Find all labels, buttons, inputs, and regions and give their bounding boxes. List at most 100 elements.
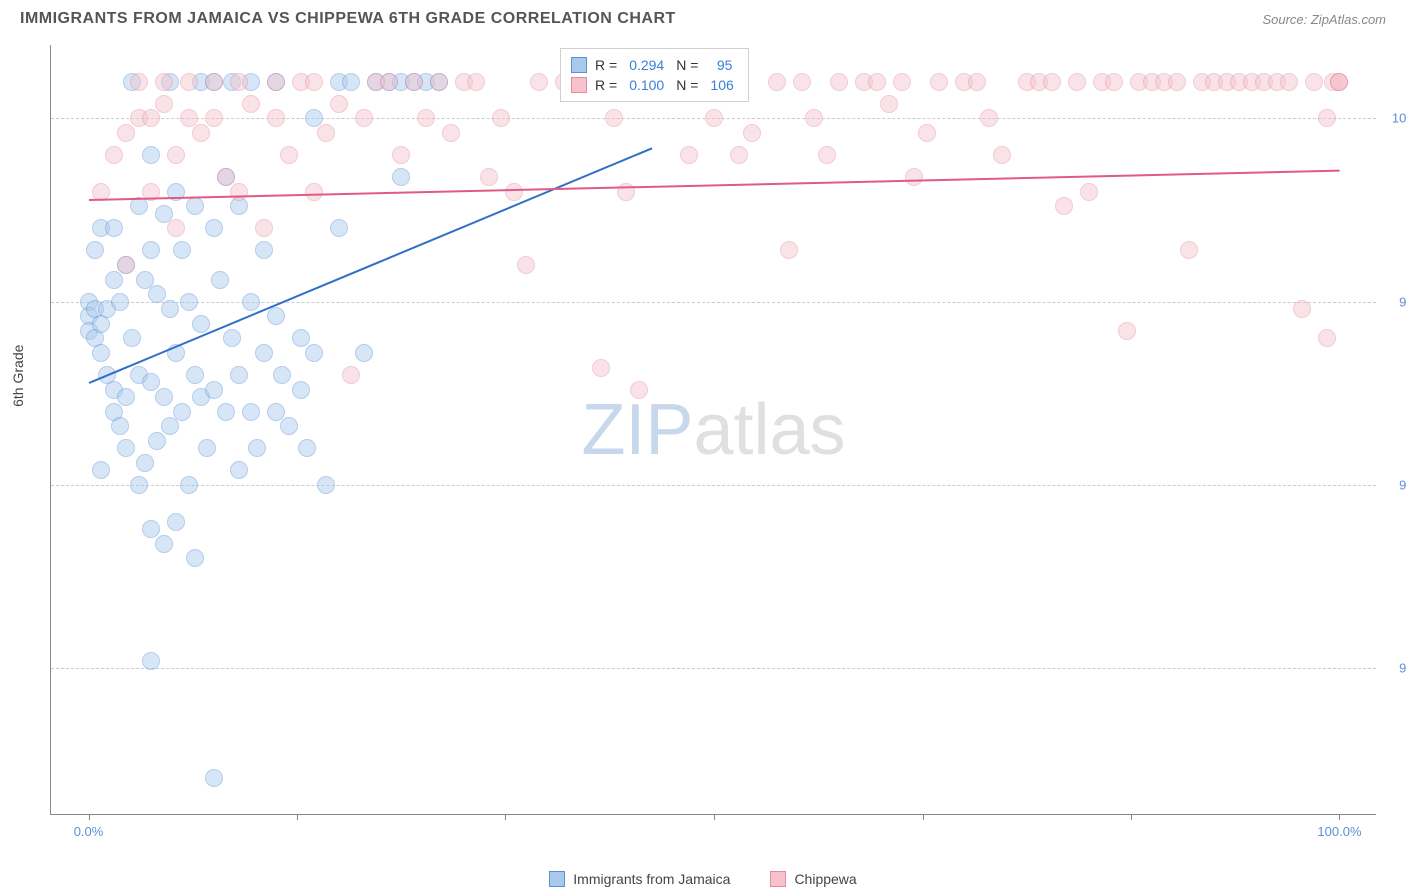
scatter-point [142,373,160,391]
scatter-point [186,366,204,384]
scatter-point [705,109,723,127]
scatter-point [180,293,198,311]
scatter-point [130,73,148,91]
stats-swatch [571,57,587,73]
scatter-point [805,109,823,127]
chart-title: IMMIGRANTS FROM JAMAICA VS CHIPPEWA 6TH … [20,10,676,28]
scatter-point [592,359,610,377]
scatter-point [330,219,348,237]
scatter-point [217,403,235,421]
scatter-point [1168,73,1186,91]
scatter-point [205,73,223,91]
scatter-point [180,73,198,91]
scatter-point [155,73,173,91]
scatter-point [242,403,260,421]
scatter-point [317,124,335,142]
scatter-point [630,381,648,399]
scatter-point [117,439,135,457]
scatter-point [993,146,1011,164]
scatter-point [1118,322,1136,340]
scatter-point [480,168,498,186]
scatter-point [968,73,986,91]
scatter-point [142,241,160,259]
scatter-point [1318,109,1336,127]
scatter-point [273,366,291,384]
scatter-point [92,461,110,479]
scatter-point [148,285,166,303]
scatter-point [605,109,623,127]
watermark-zip: ZIP [581,390,693,470]
scatter-point [105,219,123,237]
scatter-point [205,381,223,399]
scatter-point [123,329,141,347]
scatter-point [255,241,273,259]
y-tick-label: 100.0% [1381,111,1406,126]
scatter-point [192,124,210,142]
scatter-point [405,73,423,91]
scatter-point [905,168,923,186]
scatter-point [355,344,373,362]
scatter-point [105,271,123,289]
scatter-point [417,109,435,127]
scatter-point [230,461,248,479]
scatter-point [868,73,886,91]
scatter-point [1105,73,1123,91]
chart-source: Source: ZipAtlas.com [1262,12,1386,27]
scatter-point [230,73,248,91]
stats-row: R =0.100N =106 [571,75,738,95]
scatter-point [205,219,223,237]
scatter-point [142,109,160,127]
gridline-h [51,485,1376,486]
scatter-point [342,366,360,384]
scatter-point [142,146,160,164]
scatter-point [255,219,273,237]
scatter-point [1305,73,1323,91]
scatter-point [155,388,173,406]
y-tick-label: 92.5% [1381,661,1406,676]
x-tick [89,814,90,820]
scatter-point [130,476,148,494]
scatter-point [1043,73,1061,91]
scatter-point [148,432,166,450]
stats-n-value: 106 [706,77,737,93]
scatter-point [305,109,323,127]
scatter-point [167,513,185,531]
scatter-point [380,73,398,91]
scatter-point [242,95,260,113]
scatter-point [930,73,948,91]
scatter-point [467,73,485,91]
scatter-point [442,124,460,142]
scatter-point [1068,73,1086,91]
scatter-point [305,73,323,91]
scatter-point [680,146,698,164]
legend-swatch [549,871,565,887]
scatter-point [136,454,154,472]
trend-line [88,170,1339,201]
scatter-point [155,95,173,113]
scatter-point [743,124,761,142]
scatter-point [280,146,298,164]
scatter-point [180,476,198,494]
watermark: ZIPatlas [581,389,845,471]
scatter-point [768,73,786,91]
scatter-point [267,73,285,91]
scatter-point [198,439,216,457]
scatter-point [230,366,248,384]
scatter-point [111,293,129,311]
y-axis-label: 6th Grade [10,345,26,407]
scatter-point [818,146,836,164]
scatter-point [173,241,191,259]
x-tick [505,814,506,820]
scatter-point [130,197,148,215]
scatter-point [980,109,998,127]
stats-r-value: 0.294 [625,57,668,73]
legend-label: Immigrants from Jamaica [573,871,730,887]
scatter-point [355,109,373,127]
scatter-point [298,439,316,457]
scatter-point [248,439,266,457]
scatter-point [342,73,360,91]
scatter-point [192,315,210,333]
stats-r-label: R = [595,57,617,73]
y-tick-label: 97.5% [1381,294,1406,309]
scatter-point [92,344,110,362]
